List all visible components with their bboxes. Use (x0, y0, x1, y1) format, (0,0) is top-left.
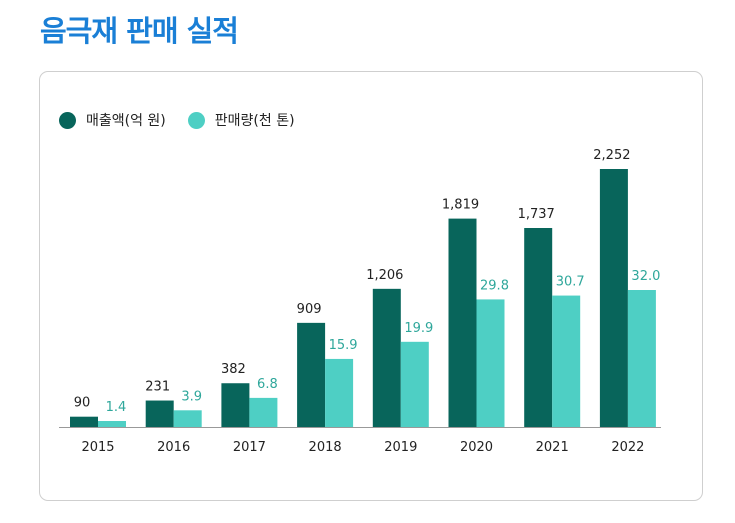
data-label-volume-2015: 1.4 (106, 400, 127, 415)
data-label-sales-2019: 1,206 (366, 268, 403, 283)
chart-card (39, 71, 703, 501)
bar-volume-2022 (627, 290, 656, 427)
bar-volume-2018 (325, 358, 354, 427)
x-tick-label-2018: 2018 (309, 440, 342, 455)
x-tick-label-2021: 2021 (536, 440, 569, 455)
data-label-sales-2022: 2,252 (593, 148, 630, 163)
bar-volume-2015 (98, 421, 126, 427)
data-label-sales-2020: 1,819 (442, 198, 479, 213)
bar-volume-2021 (552, 295, 581, 427)
x-tick-label-2016: 2016 (157, 440, 190, 455)
data-label-volume-2021: 30.7 (556, 275, 585, 290)
data-label-sales-2021: 1,737 (518, 207, 555, 222)
data-label-volume-2019: 19.9 (404, 321, 433, 336)
data-label-sales-2016: 231 (145, 380, 170, 395)
data-label-sales-2017: 382 (221, 362, 246, 377)
bar-volume-2020 (476, 299, 505, 427)
bar-volume-2017 (249, 397, 278, 427)
bar-sales-2017 (221, 383, 250, 427)
legend-swatch-volume (187, 111, 205, 129)
legend-item-sales: 매출액(억 원) (59, 110, 166, 130)
bar-volume-2019 (400, 341, 429, 427)
bar-sales-2018 (297, 322, 326, 427)
data-label-volume-2016: 3.9 (181, 389, 202, 404)
bar-sales-2016 (145, 400, 174, 427)
x-tick-label-2022: 2022 (611, 440, 644, 455)
data-label-sales-2015: 90 (74, 396, 91, 411)
x-tick-label-2017: 2017 (233, 440, 266, 455)
bar-sales-2022 (599, 169, 628, 427)
x-tick-label-2019: 2019 (384, 440, 417, 455)
bar-sales-2019 (372, 288, 401, 427)
legend-swatch-sales (59, 111, 76, 129)
x-tick-label-2020: 2020 (460, 440, 493, 455)
bar-volume-2016 (173, 410, 202, 427)
legend-label-sales: 매출액(억 원) (86, 113, 166, 129)
bar-sales-2020 (448, 218, 477, 427)
data-label-volume-2018: 15.9 (329, 338, 358, 353)
x-tick-label-2015: 2015 (81, 440, 114, 455)
data-label-volume-2017: 6.8 (257, 377, 278, 392)
data-label-volume-2020: 29.8 (480, 278, 509, 293)
page-title: 음극재 판매 실적 (40, 14, 239, 48)
chart-legend: 매출액(억 원) 판매량(천 톤) (59, 110, 317, 130)
data-label-sales-2018: 909 (297, 302, 322, 317)
legend-label-volume: 판매량(천 톤) (214, 113, 295, 129)
bar-sales-2015 (70, 416, 98, 427)
data-label-volume-2022: 32.0 (631, 269, 660, 284)
bar-sales-2021 (524, 228, 553, 427)
legend-item-volume: 판매량(천 톤) (187, 110, 295, 130)
